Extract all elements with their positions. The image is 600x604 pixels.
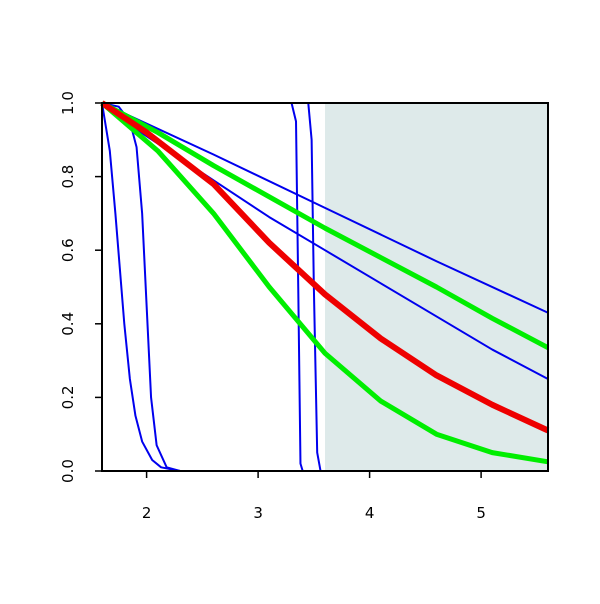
- curve: [101, 102, 549, 314]
- y-tick-label: 1.0: [59, 91, 77, 115]
- curve: [100, 100, 550, 350]
- y-tick-label: 0.8: [59, 165, 77, 189]
- curve: [100, 100, 550, 434]
- x-tick-label: 4: [365, 504, 375, 522]
- curve: [100, 101, 549, 465]
- x-tick-label: 5: [476, 504, 486, 522]
- x-tick-label: 3: [253, 504, 263, 522]
- y-tick-label: 0.6: [59, 238, 77, 262]
- y-tick-label: 0.2: [59, 385, 77, 409]
- plot-frame: [101, 102, 549, 472]
- y-tick-label: 0.0: [59, 459, 77, 483]
- y-tick-label: 0.4: [59, 312, 77, 336]
- x-tick-label: 2: [142, 504, 152, 522]
- curve: [101, 102, 548, 472]
